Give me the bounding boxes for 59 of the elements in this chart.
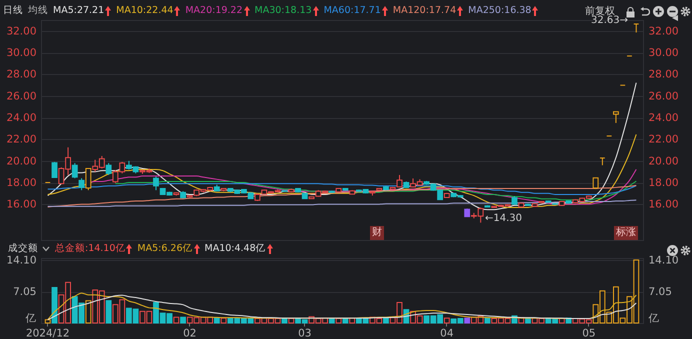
y2-tick-label: 32.00 [648, 25, 679, 38]
text: MA30:18.13 [254, 5, 313, 16]
candlestick [613, 111, 619, 124]
line-series [47, 134, 637, 208]
y-tick-label: 26.00 [6, 90, 36, 102]
text: MA5:6.26亿 [137, 242, 194, 255]
y-tick-label: 32.00 [6, 25, 36, 38]
candlestick [78, 178, 85, 191]
y-tick-label: 20.00 [6, 155, 36, 168]
text: MA10:22.44 [116, 5, 174, 16]
x-tick-label: 04 [440, 328, 454, 339]
y2-tick-label: 24.00 [648, 112, 679, 124]
line-series [47, 184, 637, 208]
candlestick [633, 24, 640, 33]
y2-tick-label: 30.00 [648, 47, 679, 60]
y2-tick-label: 7.05 [648, 286, 672, 298]
y2-tick-label: 28.00 [648, 68, 679, 81]
annotation: ←14.30 [485, 213, 522, 224]
y2-tick-label: 26.00 [648, 90, 679, 102]
text: MA120:17.74 [392, 5, 458, 16]
legend-title: 均线 [28, 4, 48, 17]
candlestick [72, 162, 78, 179]
text: MA10:4.48亿 [204, 242, 267, 255]
line-series [47, 200, 637, 207]
y-tick-label: 28.00 [6, 68, 36, 81]
y-tick-label: 亿 [24, 312, 36, 324]
x-tick-label: 2024/12 [26, 328, 70, 339]
y-tick-label: 24.00 [6, 112, 36, 124]
y2-tick-label: 亿 [648, 312, 660, 324]
y-tick-label: 30.00 [6, 47, 36, 60]
y2-tick-label: 22.00 [648, 134, 679, 146]
y2-tick-label: 18.00 [648, 177, 679, 190]
candlestick [599, 157, 606, 166]
y2-tick-label: 16.00 [648, 198, 679, 211]
annotation: 32.63→ [591, 15, 628, 26]
text: MA60:17.71 [324, 5, 382, 16]
text: 前复权 [585, 4, 615, 17]
chart-title: 日线 [3, 4, 23, 17]
y2-tick-label: 14.10 [648, 254, 679, 267]
annotation: 财 [370, 226, 384, 240]
y2-tick-label: 20.00 [648, 155, 679, 168]
x-tick-label: 03 [298, 328, 312, 339]
annotation: 标涨 [614, 226, 638, 240]
text: MA250:16.38 [468, 5, 532, 16]
y-tick-label: 7.05 [13, 286, 36, 298]
text: 总金额:14.10亿 [55, 242, 126, 255]
x-tick-label: 05 [582, 328, 596, 339]
y-tick-label: 14.10 [6, 254, 36, 267]
candlestick [106, 162, 112, 176]
text: MA5:27.21 [53, 5, 106, 16]
text: MA20:19.22 [185, 5, 244, 16]
chart-title: 成交额 [8, 242, 39, 255]
y-tick-label: 22.00 [6, 134, 36, 146]
candlestick [153, 176, 159, 191]
y-tick-label: 18.00 [6, 177, 36, 190]
candlestick [592, 177, 599, 190]
candlestick [52, 161, 58, 178]
y-tick-label: 16.00 [6, 198, 36, 211]
x-tick-label: 02 [183, 328, 196, 339]
